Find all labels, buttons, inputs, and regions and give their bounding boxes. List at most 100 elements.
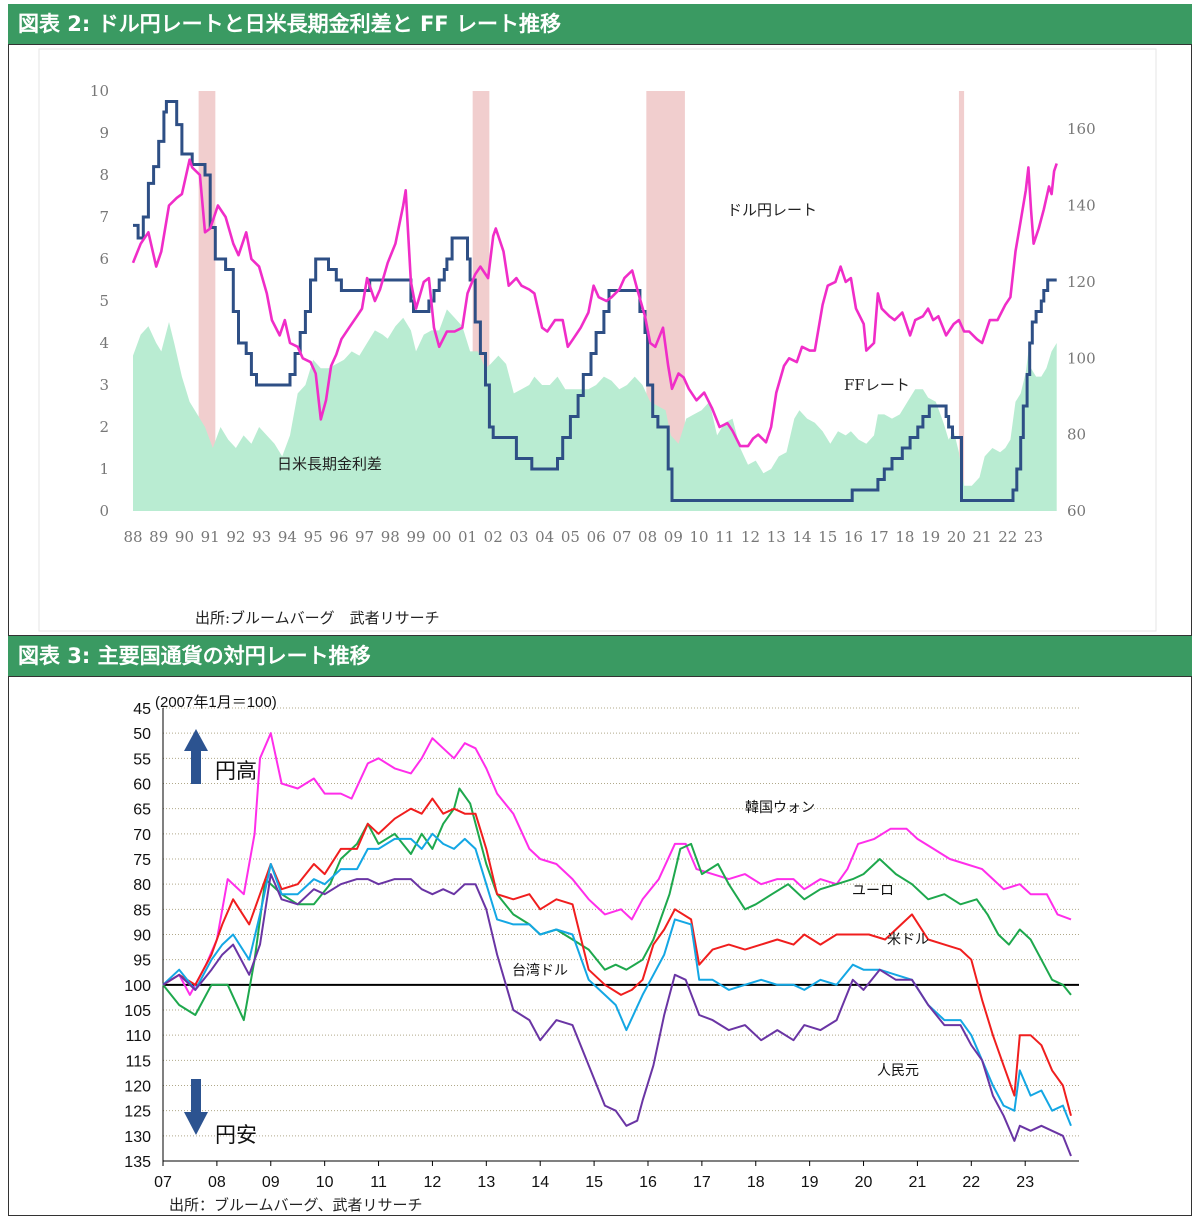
- x-tick: 23: [1016, 1174, 1034, 1191]
- figure2-header: 図表 3: 主要国通貨の対円レート推移: [8, 636, 1192, 676]
- x-tick: 02: [484, 528, 503, 546]
- x-tick: 17: [870, 528, 889, 546]
- left-y-tick: 8: [99, 166, 109, 184]
- x-tick: 92: [226, 528, 245, 546]
- x-tick: 90: [175, 528, 194, 546]
- x-tick: 89: [149, 528, 168, 546]
- y-tick: 110: [125, 1028, 151, 1045]
- x-tick: 01: [458, 528, 477, 546]
- rate-spread-label: 日米長期金利差: [277, 455, 382, 473]
- left-y-tick: 2: [99, 418, 109, 436]
- figure2-frame: 45 50 55 60 65 70 75 80 85 90 95 100 105 110 115 120 125…: [8, 676, 1192, 1216]
- twd-label: 台湾ドル: [512, 962, 568, 978]
- x-tick: 15: [818, 528, 837, 546]
- usd-line: [162, 797, 1072, 1116]
- left-y-tick: 0: [99, 502, 109, 520]
- y-tick: 135: [124, 1154, 151, 1171]
- x-tick: 15: [585, 1174, 603, 1191]
- index-base-note: (2007年1月＝100): [155, 694, 277, 711]
- usdjpy-line: [131, 158, 1058, 448]
- x-tick: 19: [801, 1174, 819, 1191]
- x-tick: 04: [535, 528, 554, 546]
- left-y-tick: 5: [99, 292, 109, 310]
- left-y-tick: 3: [99, 376, 109, 394]
- y-tick: 60: [133, 777, 151, 794]
- x-tick: 13: [767, 528, 786, 546]
- left-y-tick: 7: [99, 208, 109, 226]
- usdjpy-label: ドル円レート: [727, 201, 817, 219]
- x-tick: 94: [278, 528, 297, 546]
- x-tick: 21: [973, 528, 992, 546]
- y-tick: 90: [133, 928, 151, 945]
- x-tick: 98: [381, 528, 400, 546]
- x-tick: 03: [509, 528, 528, 546]
- x-tick: 13: [477, 1174, 495, 1191]
- left-y-tick: 6: [99, 250, 109, 268]
- x-tick: 22: [962, 1174, 980, 1191]
- yen-weak-label: 円安: [215, 1124, 257, 1147]
- left-y-tick: 1: [99, 460, 109, 478]
- right-y-tick: 120: [1067, 273, 1096, 291]
- x-tick: 23: [1024, 528, 1043, 546]
- x-tick: 09: [664, 528, 683, 546]
- figure1-header: 図表 2: ドル円レートと日米長期金利差と FF レート推移: [8, 4, 1192, 44]
- x-tick: 97: [355, 528, 374, 546]
- yen-strong-arrow: [184, 729, 208, 784]
- x-tick: 07: [154, 1174, 172, 1191]
- y-tick: 85: [133, 902, 151, 919]
- ff-rate-label: FFレート: [844, 376, 910, 394]
- figure1-frame: 0 1 2 3 4 5 6 7 8 9 10 60 80 100 120 140 160 88 89 90 91 92 93…: [8, 44, 1192, 636]
- y-tick: 120: [124, 1079, 151, 1096]
- yen-weak-arrow: [184, 1079, 208, 1135]
- right-y-tick: 160: [1067, 120, 1096, 138]
- figure2-chart: 45 50 55 60 65 70 75 80 85 90 95 100 105 110 115 120 125…: [124, 694, 1079, 1214]
- y-tick: 130: [124, 1129, 151, 1146]
- x-tick: 91: [201, 528, 220, 546]
- y-tick: 125: [124, 1104, 151, 1121]
- x-tick: 12: [741, 528, 760, 546]
- x-tick: 22: [998, 528, 1017, 546]
- y-tick: 70: [133, 827, 151, 844]
- x-tick: 88: [123, 528, 142, 546]
- krw-label: 韓国ウォン: [745, 799, 815, 815]
- x-tick: 16: [844, 528, 863, 546]
- y-tick: 100: [124, 978, 151, 995]
- x-tick: 19: [921, 528, 940, 546]
- x-tick: 96: [329, 528, 348, 546]
- figure2-source: 出所：ブルームバーグ、武者リサーチ: [169, 1196, 423, 1214]
- x-tick: 09: [262, 1174, 280, 1191]
- x-tick: 11: [370, 1174, 387, 1191]
- x-tick: 12: [424, 1174, 442, 1191]
- y-tick: 45: [133, 701, 151, 718]
- figure1-source: 出所:ブルームバーグ 武者リサーチ: [195, 609, 440, 627]
- cny-line: [162, 873, 1072, 1157]
- right-y-tick: 80: [1067, 426, 1086, 444]
- recession-band: [958, 91, 965, 511]
- x-tick: 06: [587, 528, 606, 546]
- krw-line: [162, 732, 1072, 996]
- x-tick: 10: [690, 528, 709, 546]
- x-tick: 93: [252, 528, 271, 546]
- right-y-tick: 60: [1067, 502, 1086, 520]
- y-tick: 75: [133, 852, 151, 869]
- x-tick: 10: [316, 1174, 334, 1191]
- x-tick: 08: [208, 1174, 226, 1191]
- x-tick: 21: [909, 1174, 927, 1191]
- eur-line: [162, 787, 1072, 1022]
- y-tick: 80: [133, 877, 151, 894]
- eur-label: ユーロ: [852, 882, 894, 898]
- yen-strong-label: 円高: [215, 760, 257, 783]
- x-tick: 18: [747, 1174, 765, 1191]
- x-tick: 95: [304, 528, 323, 546]
- x-tick: 05: [561, 528, 580, 546]
- y-tick: 115: [125, 1053, 151, 1070]
- x-tick: 07: [612, 528, 631, 546]
- x-tick: 17: [693, 1174, 711, 1191]
- y-tick: 65: [133, 802, 151, 819]
- ff-rate-line: [133, 100, 1057, 502]
- y-tick: 105: [124, 1003, 151, 1020]
- usd-label: 米ドル: [887, 931, 929, 947]
- x-tick: 20: [855, 1174, 873, 1191]
- y-tick: 55: [133, 751, 151, 768]
